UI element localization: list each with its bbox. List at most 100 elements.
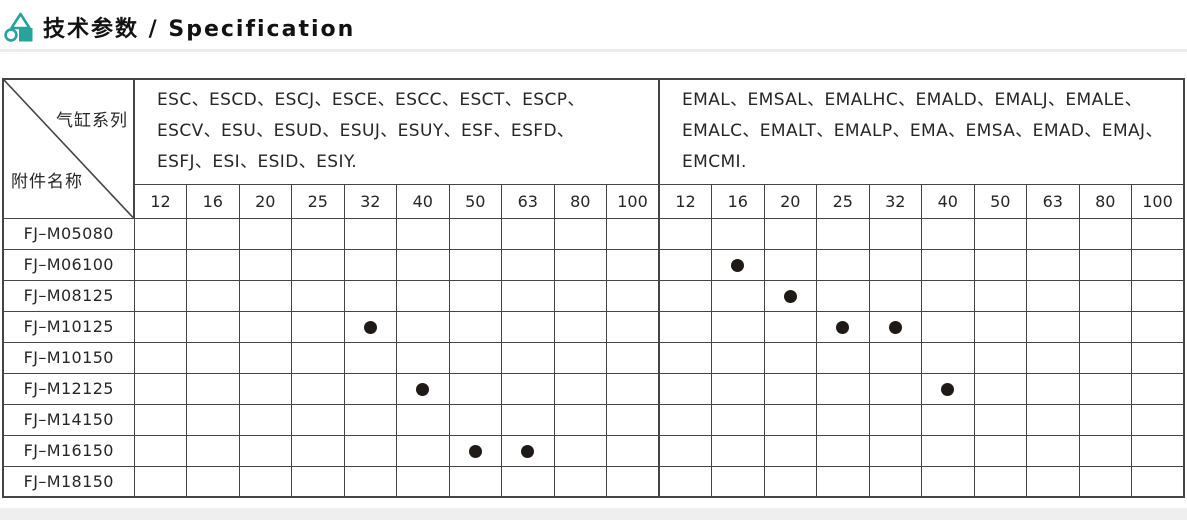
compat-cell <box>606 279 660 312</box>
compat-cell <box>711 403 765 436</box>
compat-cell <box>501 372 555 405</box>
size-col-header: 12 <box>658 183 712 219</box>
compat-cell <box>816 465 870 498</box>
compat-cell <box>1026 310 1080 343</box>
series-group-1-line-2: ESCV、ESU、ESUD、ESUJ、ESUY、ESF、ESFD、 <box>157 121 575 142</box>
compat-cell <box>133 372 187 405</box>
compat-cell <box>1026 403 1080 436</box>
compat-cell <box>553 341 607 374</box>
compat-cell <box>921 403 975 436</box>
size-col-header: 63 <box>1026 183 1080 219</box>
series-group-2-line-2: EMALC、EMALT、EMALP、EMA、EMSA、EMAD、EMAJ、 <box>682 121 1163 142</box>
compat-cell <box>1131 403 1185 436</box>
compat-cell <box>186 403 240 436</box>
compat-cell <box>816 372 870 405</box>
compat-cell <box>606 465 660 498</box>
size-col-header: 80 <box>1078 183 1132 219</box>
compat-cell <box>448 217 502 250</box>
compat-cell <box>921 372 975 405</box>
compat-cell <box>658 217 712 250</box>
compat-cell <box>396 465 450 498</box>
compat-cell <box>1131 217 1185 250</box>
compat-cell <box>343 465 397 498</box>
compat-cell <box>448 465 502 498</box>
compat-cell <box>1026 217 1080 250</box>
table-row: FJ–M18150 <box>2 465 1185 498</box>
compat-cell <box>238 341 292 374</box>
compat-cell <box>921 434 975 467</box>
compat-cell <box>1026 372 1080 405</box>
compat-cell <box>343 403 397 436</box>
dot-marker <box>731 259 745 272</box>
compat-cell <box>133 465 187 498</box>
dot-marker <box>941 383 955 396</box>
specification-table: 气缸系列 附件名称 ESC、ESCD、ESCJ、ESCE、ESCC、ESCT、E… <box>2 78 1185 498</box>
dot-marker <box>888 321 902 334</box>
compat-cell <box>658 403 712 436</box>
size-col-header: 40 <box>921 183 975 219</box>
compat-cell <box>1131 372 1185 405</box>
compat-cell <box>186 434 240 467</box>
compat-cell <box>396 279 450 312</box>
size-col-header: 20 <box>238 183 292 219</box>
compat-cell <box>133 248 187 281</box>
series-group-1-line-1: ESC、ESCD、ESCJ、ESCE、ESCC、ESCT、ESCP、 <box>157 90 585 111</box>
compat-cell <box>238 403 292 436</box>
compat-cell <box>1026 434 1080 467</box>
compat-cell <box>1078 310 1132 343</box>
series-header-row: 气缸系列 附件名称 ESC、ESCD、ESCJ、ESCE、ESCC、ESCT、E… <box>2 78 1185 219</box>
compat-cell <box>291 372 345 405</box>
compat-cell <box>343 279 397 312</box>
compat-cell <box>868 310 922 343</box>
table-head: 气缸系列 附件名称 ESC、ESCD、ESCJ、ESCE、ESCC、ESCT、E… <box>2 78 1185 219</box>
series-group-2-cell: EMAL、EMSAL、EMALHC、EMALD、EMALJ、EMALE、 EMA… <box>658 78 1185 185</box>
size-col-header: 40 <box>396 183 450 219</box>
compat-cell <box>868 434 922 467</box>
compat-cell <box>658 434 712 467</box>
compat-cell <box>343 248 397 281</box>
corner-label-cylinder-series: 气缸系列 <box>56 111 128 131</box>
compat-cell <box>186 217 240 250</box>
compat-cell <box>291 465 345 498</box>
compat-cell <box>973 217 1027 250</box>
compat-cell <box>186 372 240 405</box>
compat-cell <box>553 310 607 343</box>
compat-cell <box>1078 372 1132 405</box>
compat-cell <box>1078 217 1132 250</box>
size-header-row: 12 16 20 25 32 40 50 63 80 100 12 16 20 25 32 40 50 63 80 1… <box>3 183 1185 219</box>
compat-cell <box>711 465 765 498</box>
compat-cell <box>868 217 922 250</box>
compat-cell <box>291 403 345 436</box>
row-label: FJ–M18150 <box>2 465 135 498</box>
compat-cell <box>868 403 922 436</box>
compat-cell <box>606 248 660 281</box>
compat-cell <box>711 279 765 312</box>
compat-cell <box>553 403 607 436</box>
compat-cell <box>763 217 817 250</box>
compat-cell <box>606 310 660 343</box>
compat-cell <box>448 310 502 343</box>
bottom-band <box>0 508 1187 520</box>
compat-cell <box>501 403 555 436</box>
compat-cell <box>1131 341 1185 374</box>
compat-cell <box>448 248 502 281</box>
row-label: FJ–M08125 <box>2 279 135 312</box>
compat-cell <box>1131 279 1185 312</box>
compat-cell <box>763 279 817 312</box>
compat-cell <box>448 434 502 467</box>
compat-cell <box>238 372 292 405</box>
size-col-header: 16 <box>711 183 765 219</box>
size-col-header: 32 <box>868 183 922 219</box>
compat-cell <box>868 248 922 281</box>
compat-cell <box>133 310 187 343</box>
compat-cell <box>501 248 555 281</box>
compat-cell <box>501 465 555 498</box>
diagonal-divider <box>4 80 133 218</box>
table-row: FJ–M16150 <box>2 434 1185 467</box>
compat-cell <box>711 217 765 250</box>
compat-cell <box>448 372 502 405</box>
compat-cell <box>553 248 607 281</box>
compat-cell <box>711 434 765 467</box>
compat-cell <box>1131 434 1185 467</box>
compat-cell <box>868 341 922 374</box>
